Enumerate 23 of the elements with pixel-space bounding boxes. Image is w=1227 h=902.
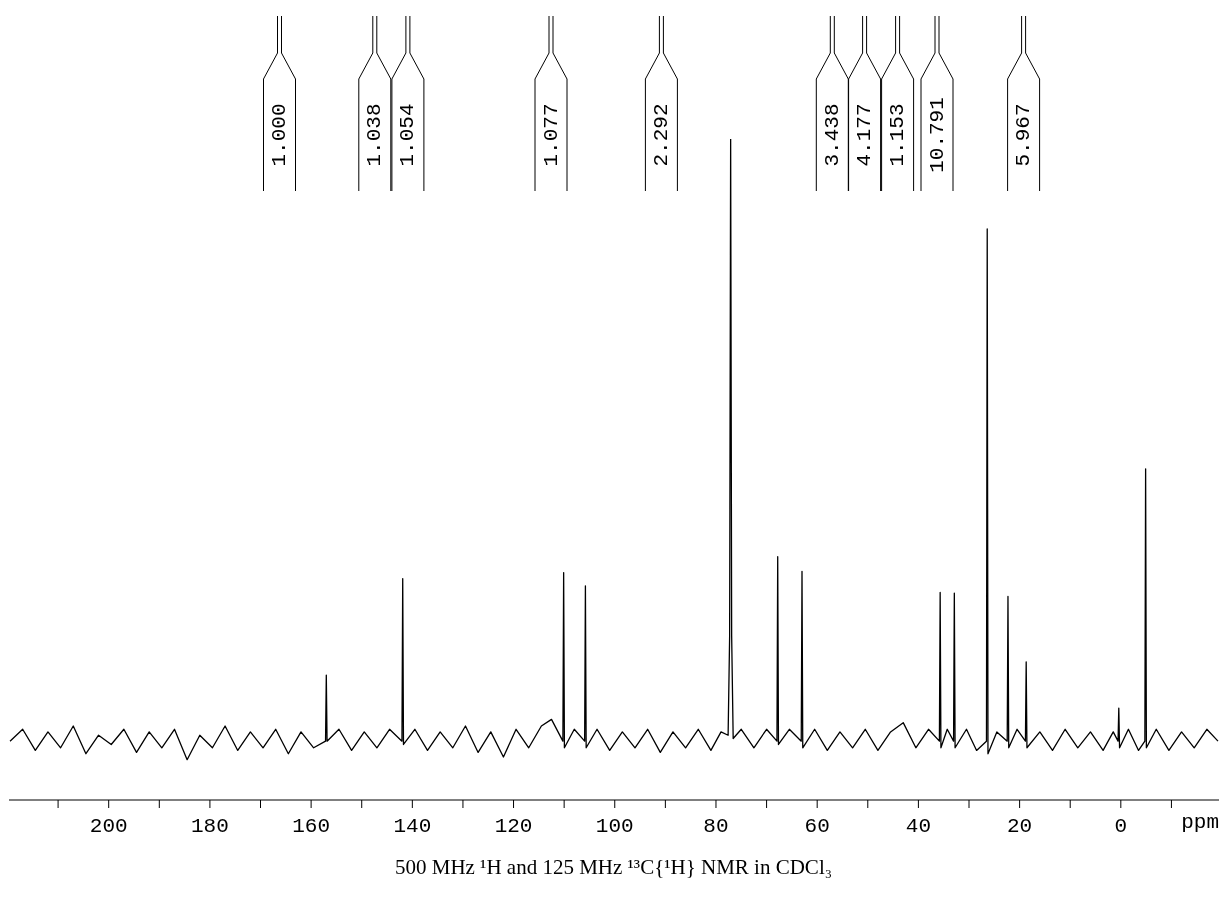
annotation: 5.967: [1012, 103, 1036, 167]
x-tick-label: 100: [595, 815, 634, 838]
x-tick-label: 60: [804, 815, 830, 838]
x-tick-label: 120: [494, 815, 533, 838]
annotation: 1.038: [363, 103, 387, 167]
annotation: 2.292: [649, 103, 673, 167]
text: 500 MHz ¹H and 125 MHz ¹³C{¹H} NMR in CDCl₃: [393, 855, 834, 880]
annotation: 10.791: [925, 97, 949, 173]
annotation: 1.153: [886, 103, 910, 167]
annotation: 1.054: [396, 103, 420, 167]
x-tick-label: 0: [1114, 815, 1128, 838]
annotation: 1.000: [268, 103, 291, 167]
annotation: 1.077: [539, 103, 563, 167]
x-axis-title: ppm: [1181, 811, 1219, 834]
x-tick-label: 20: [1007, 815, 1033, 838]
x-tick-label: 200: [89, 815, 128, 838]
annotation: 4.177: [853, 103, 877, 167]
x-tick-label: 80: [703, 815, 729, 838]
x-tick-label: 160: [292, 815, 331, 838]
x-tick-label: 40: [905, 815, 932, 838]
x-tick-label: 140: [393, 815, 432, 838]
annotation: 3.438: [820, 103, 844, 167]
x-tick-label: 180: [191, 815, 229, 838]
